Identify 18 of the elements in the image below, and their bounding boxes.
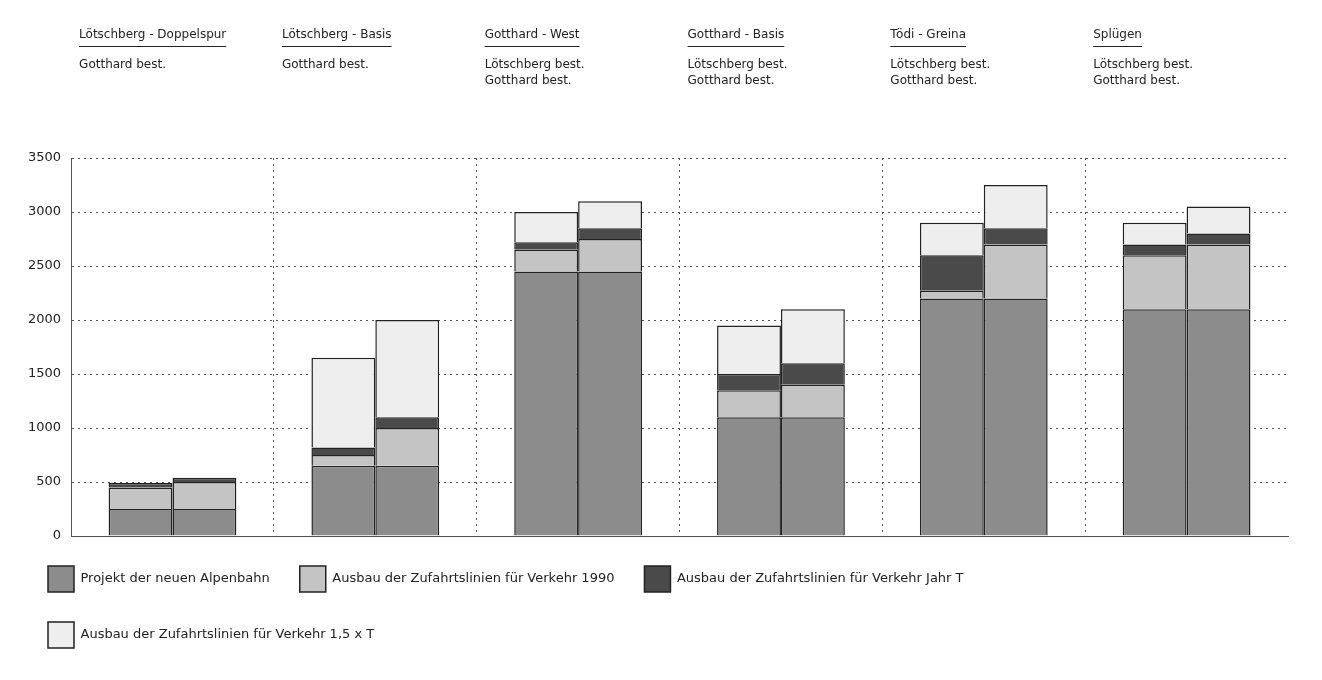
category-label: Gotthard - West Lötschberg best. Gotthard best. <box>484 27 585 87</box>
y-tick-label: 1000 <box>27 419 62 435</box>
y-tick-label: 2000 <box>27 311 62 327</box>
y-tick-label: 1500 <box>27 365 62 381</box>
category-label: Gotthard - Basis Lötschberg best. Gotthard best. <box>687 27 788 87</box>
legend-label: Ausbau der Zufahrtslinien für Verkehr Jahr T <box>676 570 964 586</box>
y-tick-label: 0 <box>52 527 62 543</box>
category-label: Lötschberg - Basis Gotthard best. <box>281 27 392 71</box>
legend-label: Ausbau der Zufahrtslinien für Verkehr 1990 <box>332 570 615 586</box>
y-tick-label: 500 <box>36 473 62 489</box>
category-label: Splügen Lötschberg best. Gotthard best. <box>1093 27 1194 87</box>
y-tick-label: 2500 <box>27 257 62 273</box>
category-label: Tödi - Greina Lötschberg best. Gotthard best. <box>890 27 991 87</box>
category-label: Lötschberg - Doppelspur Gotthard best. <box>79 27 227 71</box>
y-tick-label: 3000 <box>27 203 62 219</box>
legend-label: Ausbau der Zufahrtslinien für Verkehr 1,5 x T <box>80 626 375 642</box>
legend-label: Projekt der neuen Alpenbahn <box>80 570 270 586</box>
y-tick-label: 3500 <box>27 149 62 165</box>
